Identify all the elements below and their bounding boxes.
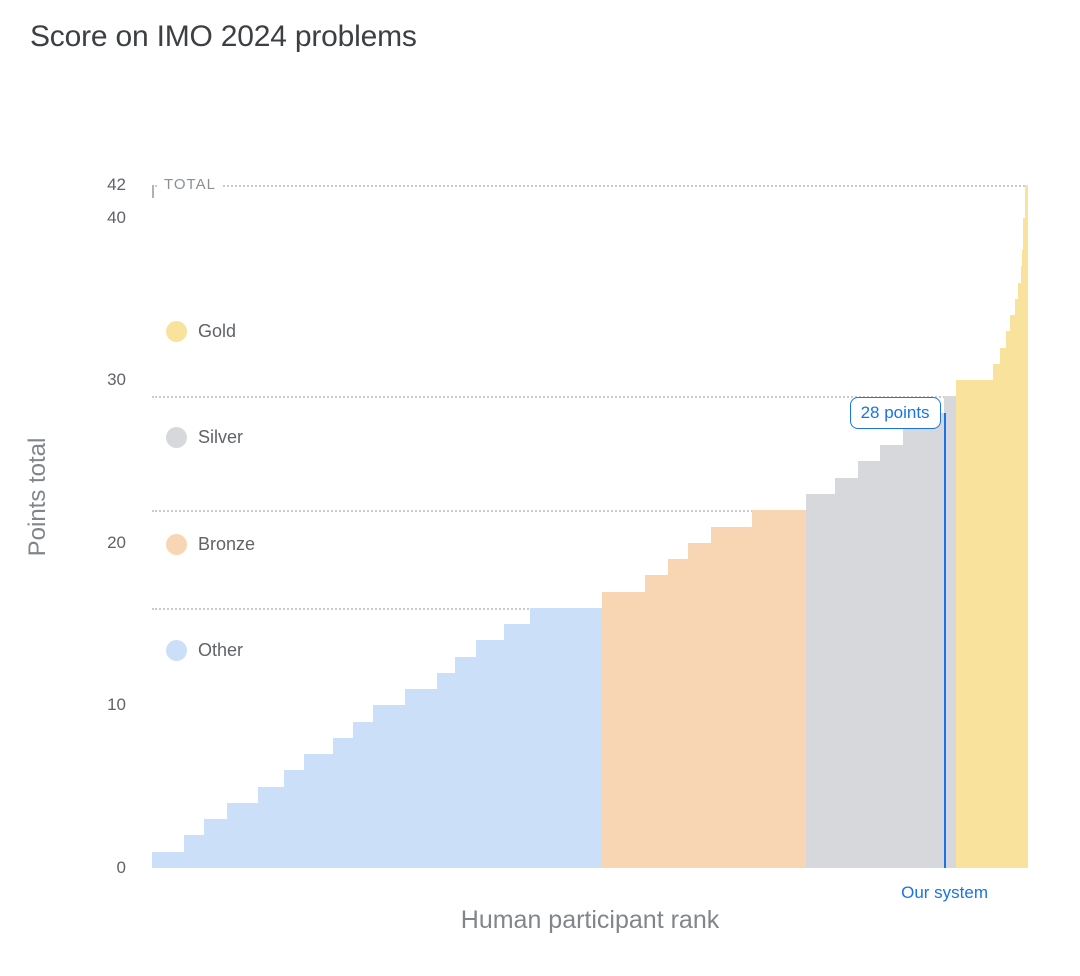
- score-bar: [688, 542, 712, 868]
- score-bar: [645, 575, 669, 868]
- y-axis-tick-mark: [152, 185, 154, 198]
- our-system-score-badge: 28 points: [849, 396, 941, 429]
- y-tick-label: 0: [116, 858, 126, 877]
- score-bar: [183, 835, 204, 868]
- score-bar: [1000, 347, 1007, 868]
- our-system-label: Our system: [901, 883, 989, 902]
- score-bar: [1010, 315, 1015, 868]
- score-bar: [258, 786, 285, 868]
- legend-item-bronze: Bronze: [166, 531, 255, 557]
- score-bar: [530, 607, 603, 868]
- score-bar: [436, 672, 456, 868]
- score-bar: [1006, 331, 1011, 868]
- score-bar: [504, 624, 531, 868]
- score-bar: [475, 640, 505, 868]
- x-axis-title: Human participant rank: [460, 906, 720, 934]
- score-bar: [806, 493, 836, 868]
- legend-item-other: Other: [166, 638, 243, 664]
- score-bar: [226, 802, 259, 868]
- silver-legend-dot-icon: [166, 427, 187, 448]
- legend-label: Silver: [198, 427, 244, 447]
- score-bar: [304, 754, 334, 868]
- gridline-29: [152, 396, 1028, 399]
- score-bar: [284, 770, 305, 868]
- plot-area: TOTAL Gold Silver Bronze Other 28 points: [152, 173, 1028, 868]
- score-bar: [1024, 185, 1028, 868]
- score-bar: [353, 721, 374, 868]
- y-tick-label: 30: [107, 370, 126, 390]
- score-bar: [405, 689, 437, 868]
- score-bar: [1023, 217, 1025, 868]
- score-bar: [333, 737, 354, 868]
- legend-label: Gold: [198, 320, 237, 341]
- score-bar: [152, 851, 184, 868]
- score-bar: [955, 380, 994, 868]
- legend-item-silver: Silver: [166, 425, 243, 451]
- y-tick-label: 10: [107, 695, 126, 715]
- score-bar: [902, 428, 925, 868]
- y-tick-label: 42: [107, 175, 126, 194]
- score-bar: [835, 477, 859, 868]
- legend-label: Bronze: [198, 533, 256, 554]
- total-label: TOTAL: [158, 173, 222, 196]
- score-bar: [668, 559, 689, 868]
- score-bar: [1017, 282, 1021, 868]
- bronze-legend-dot-icon: [166, 533, 187, 555]
- legend-item-gold: Gold: [166, 318, 236, 344]
- score-bar: [993, 363, 1001, 868]
- score-bar: [944, 396, 956, 868]
- gridline-22: [152, 510, 1028, 513]
- score-bar: [858, 461, 880, 868]
- score-bar: [879, 445, 903, 868]
- score-bar: [455, 656, 476, 868]
- score-bar: [203, 819, 227, 868]
- score-bar: [711, 526, 752, 868]
- other-legend-dot-icon: [166, 640, 187, 661]
- y-tick-label: 20: [107, 532, 126, 552]
- gridline-42: [152, 185, 1028, 187]
- score-bar: [751, 510, 807, 868]
- score-bar: [1020, 266, 1022, 868]
- gold-legend-dot-icon: [166, 320, 187, 342]
- legend-label: Other: [198, 640, 244, 660]
- score-bar: [1021, 250, 1024, 868]
- score-bar: [1014, 298, 1018, 868]
- score-bar: [602, 591, 646, 868]
- legend: Gold Silver Bronze Other: [152, 185, 1028, 868]
- score-bar: [373, 705, 406, 868]
- chart-title: Score on IMO 2024 problems: [30, 20, 417, 53]
- bars-layer: [152, 185, 1028, 868]
- y-axis-title: Points total: [24, 437, 51, 557]
- y-tick-label: 40: [107, 207, 126, 227]
- score-bar: [924, 412, 945, 868]
- our-system-marker-line: [943, 412, 946, 868]
